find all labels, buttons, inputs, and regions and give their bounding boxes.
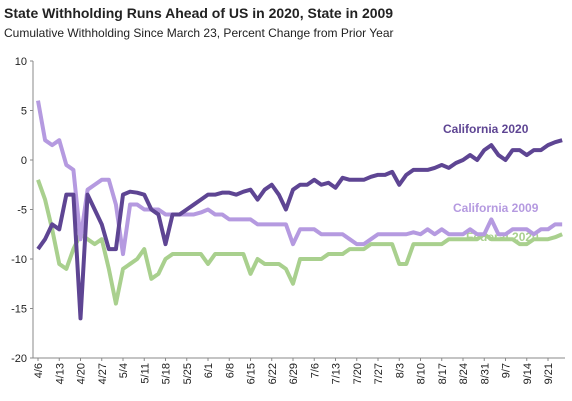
x-tick-label: 6/15 [246,363,258,384]
x-tick-label: 8/10 [416,363,428,384]
x-tick-label: 8/17 [437,363,449,384]
x-tick-label: 5/4 [118,363,130,378]
x-tick-label: 5/18 [161,363,173,384]
x-tick-label: 4/27 [97,363,109,384]
x-tick-label: 5/11 [139,363,151,384]
x-tick-label: 8/3 [394,363,406,378]
x-tick-label: 7/20 [352,363,364,384]
series-label: California 2009 [453,201,539,215]
x-tick-label: 9/21 [543,363,555,384]
x-tick-label: 9/14 [522,363,534,384]
x-tick-label: 7/27 [373,363,385,384]
series-line [36,100,563,257]
x-tick-label: 8/24 [458,363,470,384]
x-tick-label: 6/1 [203,363,215,378]
x-tick-label: 7/6 [309,363,321,378]
y-tick-label: -10 [11,254,27,266]
x-tick-label: 6/8 [224,363,236,378]
x-tick-label: 9/7 [501,363,513,378]
series-line [36,179,563,306]
y-tick-label: 0 [21,155,27,167]
y-tick-label: 10 [15,56,27,68]
y-tick-label: -5 [17,205,27,217]
chart-title: State Withholding Runs Ahead of US in 20… [4,5,393,21]
y-tick-label: -20 [11,353,27,365]
x-tick-label: 6/22 [267,363,279,384]
x-tick-label: 4/20 [76,363,88,384]
chart-subtitle: Cumulative Withholding Since March 23, P… [4,26,394,40]
series-line [36,138,563,321]
x-tick-label: 4/13 [54,363,66,384]
y-tick-label: 5 [21,106,27,118]
x-tick-label: 4/6 [33,363,45,378]
x-tick-label: 7/13 [331,363,343,384]
y-tick-label: -15 [11,304,27,316]
x-tick-label: 8/31 [479,363,491,384]
x-tick-label: 5/25 [182,363,194,384]
series-label: California 2020 [443,122,529,136]
x-tick-label: 6/29 [288,363,300,384]
